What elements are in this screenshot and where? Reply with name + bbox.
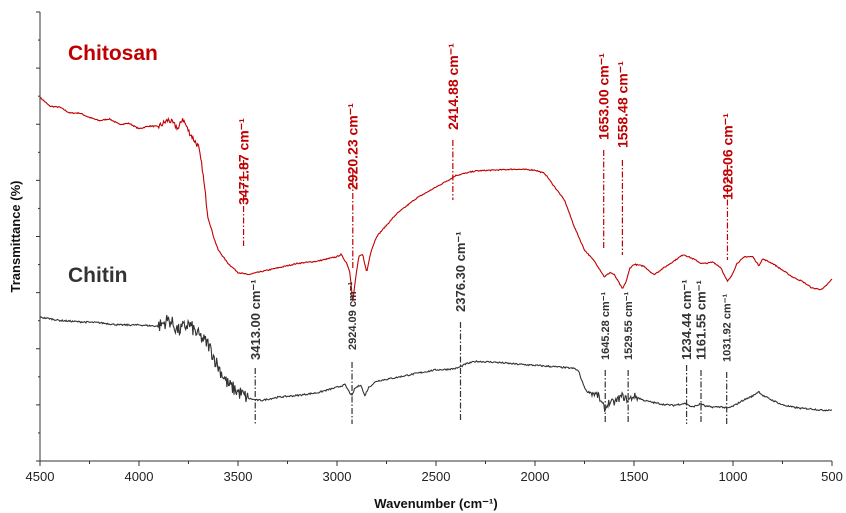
- x-tick-label: 4000: [125, 469, 154, 484]
- axes: [39, 12, 832, 462]
- x-axis-title: Wavenumber (cm⁻¹): [374, 496, 497, 511]
- x-tick-label: 2000: [521, 469, 550, 484]
- x-tick-label: 3500: [224, 469, 253, 484]
- peak-label: 3413.00 cm⁻¹: [248, 279, 263, 360]
- peak-label: 3471.87 cm⁻¹: [235, 118, 251, 205]
- series-name-chitin: Chitin: [68, 264, 127, 287]
- series-line-chitin: [39, 314, 833, 412]
- y-axis-title: Transmittance (%): [8, 181, 23, 293]
- x-tick-label: 1000: [719, 469, 748, 484]
- peak-label: 2414.88 cm⁻¹: [445, 43, 461, 130]
- series-line-chitosan: [39, 96, 833, 302]
- axis-ticks: 4500 4000 3500 3000 2500 2000 1500 1000 500: [26, 11, 843, 484]
- peak-label: 1529.55 cm⁻¹: [623, 291, 635, 360]
- peak-label: 1558.48 cm⁻¹: [614, 61, 630, 148]
- x-tick-label: 3000: [323, 469, 352, 484]
- x-tick-label: 2500: [422, 469, 451, 484]
- series-names: Chitosan Chitin: [68, 42, 158, 287]
- series-lines: [39, 96, 833, 412]
- peak-label: 1653.00 cm⁻¹: [596, 53, 612, 140]
- series-name-chitosan: Chitosan: [68, 42, 158, 65]
- x-tick-label: 500: [821, 469, 843, 484]
- peak-annotations: 3471.87 cm⁻¹ 2920.23 cm⁻¹ 2414.88 cm⁻¹ 1653…: [235, 43, 735, 424]
- peak-label: 1161.55 cm⁻¹: [694, 280, 709, 360]
- x-tick-label: 1500: [620, 469, 649, 484]
- peak-label: 1645.28 cm⁻¹: [600, 291, 612, 360]
- peak-label: 2376.30 cm⁻¹: [453, 231, 468, 312]
- peak-label: 1234.44 cm⁻¹: [679, 279, 694, 360]
- peak-label: 1031.92 cm⁻¹: [722, 293, 734, 362]
- peak-label: 2920.23 cm⁻¹: [345, 103, 361, 190]
- x-tick-label: 4500: [26, 469, 55, 484]
- peak-label: 2924.09 cm⁻¹: [347, 281, 359, 350]
- peak-label: 1028.06 cm⁻¹: [719, 113, 735, 200]
